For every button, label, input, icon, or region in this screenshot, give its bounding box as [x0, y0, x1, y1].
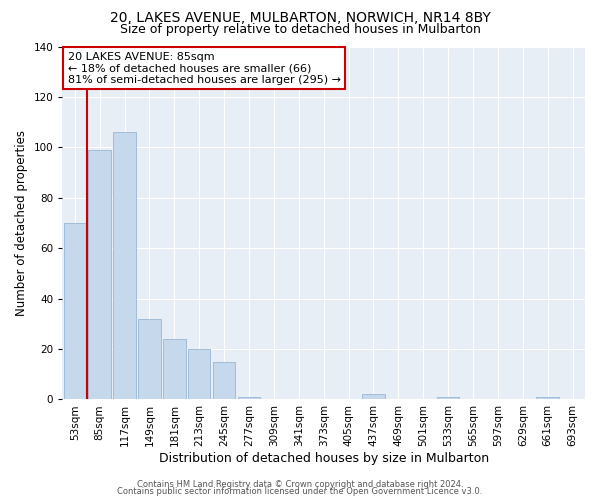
Bar	[138, 319, 161, 400]
Y-axis label: Number of detached properties: Number of detached properties	[15, 130, 28, 316]
Text: 20 LAKES AVENUE: 85sqm
← 18% of detached houses are smaller (66)
81% of semi-det: 20 LAKES AVENUE: 85sqm ← 18% of detached…	[68, 52, 341, 85]
X-axis label: Distribution of detached houses by size in Mulbarton: Distribution of detached houses by size …	[158, 452, 489, 465]
Text: Contains public sector information licensed under the Open Government Licence v3: Contains public sector information licen…	[118, 487, 482, 496]
Bar	[64, 223, 86, 400]
Text: 20, LAKES AVENUE, MULBARTON, NORWICH, NR14 8BY: 20, LAKES AVENUE, MULBARTON, NORWICH, NR…	[110, 11, 490, 25]
Bar	[88, 150, 111, 400]
Bar	[113, 132, 136, 400]
Bar	[238, 397, 260, 400]
Bar	[362, 394, 385, 400]
Text: Size of property relative to detached houses in Mulbarton: Size of property relative to detached ho…	[119, 22, 481, 36]
Bar	[163, 339, 185, 400]
Bar	[213, 362, 235, 400]
Bar	[188, 349, 211, 400]
Bar	[437, 397, 460, 400]
Bar	[536, 397, 559, 400]
Text: Contains HM Land Registry data © Crown copyright and database right 2024.: Contains HM Land Registry data © Crown c…	[137, 480, 463, 489]
